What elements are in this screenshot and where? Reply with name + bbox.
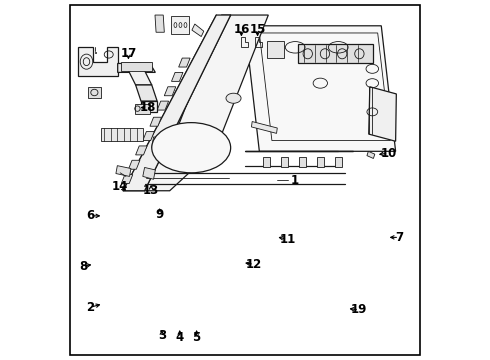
Polygon shape <box>143 132 154 140</box>
Polygon shape <box>179 58 190 67</box>
Polygon shape <box>123 15 231 191</box>
Text: 12: 12 <box>246 258 262 271</box>
Text: 11: 11 <box>279 233 295 246</box>
Polygon shape <box>192 24 204 37</box>
Text: 4: 4 <box>175 331 184 344</box>
Text: 10: 10 <box>380 147 396 159</box>
Polygon shape <box>164 87 176 96</box>
Polygon shape <box>298 44 373 63</box>
Polygon shape <box>78 47 118 76</box>
Ellipse shape <box>226 93 241 103</box>
Bar <box>95 52 96 53</box>
Polygon shape <box>136 85 157 101</box>
Text: 6: 6 <box>86 210 94 222</box>
Text: 15: 15 <box>249 23 266 36</box>
Polygon shape <box>299 157 306 167</box>
Polygon shape <box>122 62 152 71</box>
Text: 14: 14 <box>112 180 128 193</box>
Text: 19: 19 <box>351 303 367 316</box>
Polygon shape <box>122 175 133 184</box>
Text: 16: 16 <box>233 23 249 36</box>
Text: 8: 8 <box>79 260 87 273</box>
Bar <box>267 41 284 58</box>
Text: 2: 2 <box>86 301 94 314</box>
Polygon shape <box>368 87 396 141</box>
Polygon shape <box>116 166 131 176</box>
Polygon shape <box>281 157 288 167</box>
Polygon shape <box>141 101 157 112</box>
Polygon shape <box>123 15 269 191</box>
Polygon shape <box>157 101 169 110</box>
Polygon shape <box>335 157 342 167</box>
Polygon shape <box>118 63 155 72</box>
Polygon shape <box>152 137 166 148</box>
Text: 1: 1 <box>291 174 299 186</box>
Ellipse shape <box>152 123 231 173</box>
Polygon shape <box>101 128 143 140</box>
Text: 3: 3 <box>158 329 166 342</box>
Polygon shape <box>136 146 147 155</box>
Polygon shape <box>245 26 395 151</box>
Polygon shape <box>143 167 155 179</box>
Text: 18: 18 <box>139 101 156 114</box>
Text: 7: 7 <box>395 231 403 244</box>
Polygon shape <box>172 72 183 81</box>
Bar <box>135 104 149 114</box>
Polygon shape <box>155 15 164 32</box>
Polygon shape <box>125 63 152 85</box>
Polygon shape <box>317 157 324 167</box>
Text: 9: 9 <box>155 208 164 221</box>
Polygon shape <box>263 157 270 167</box>
Polygon shape <box>251 122 277 134</box>
Text: 13: 13 <box>143 184 159 197</box>
Polygon shape <box>367 151 375 158</box>
Polygon shape <box>150 117 161 126</box>
Polygon shape <box>88 87 101 98</box>
Polygon shape <box>128 160 140 169</box>
Bar <box>172 17 189 34</box>
Text: 17: 17 <box>121 47 137 60</box>
Text: 5: 5 <box>193 331 201 344</box>
